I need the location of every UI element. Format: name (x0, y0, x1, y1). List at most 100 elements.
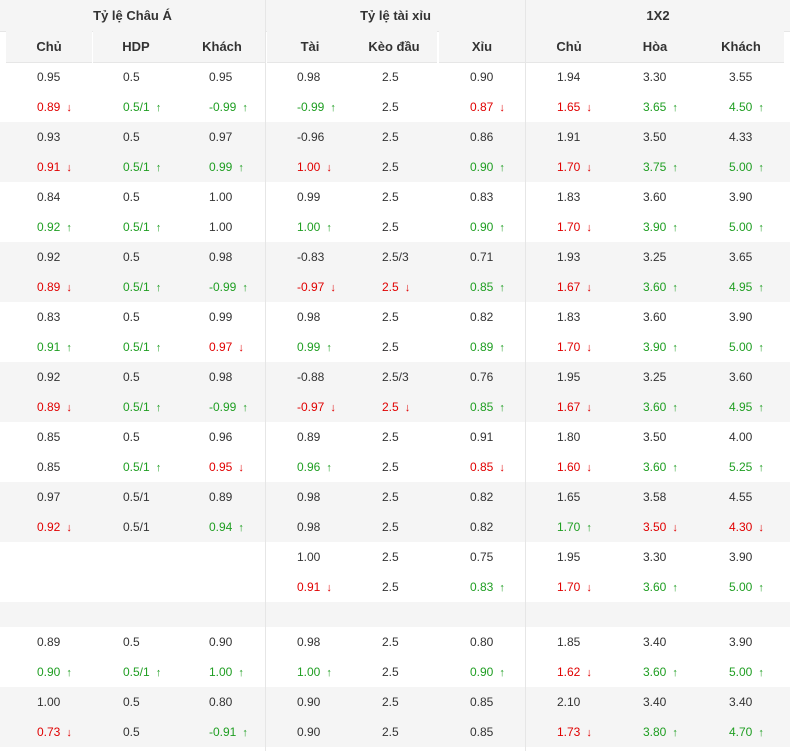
odds-cell: 2.5 (382, 182, 399, 212)
arrow-up-icon: ↑ (499, 222, 505, 234)
odds-value: 0.5/1 (123, 100, 150, 114)
opening-odds-line: 0.95 0.5 0.95 0.98 2.5 0.90 1.94 3.30 3.55 (0, 62, 790, 92)
arrow-up-icon: ↑ (155, 102, 162, 114)
arrow-up-icon: ↑ (672, 667, 678, 679)
odds-row-block: 0.95 0.5 0.95 0.98 2.5 0.90 1.94 3.30 3.55 0.89 ↓ 0… (0, 62, 790, 122)
odds-cell: 2.5 (382, 627, 399, 657)
arrow-down-icon: ↓ (586, 342, 592, 354)
live-odds-line: 0.91 ↑ 0.5/1 ↑ 0.97 ↓ 0.99 ↑ 2.5 0.89 ↑ 1.70 ↓ 3.90 ↑ 5… (0, 332, 790, 362)
odds-value: 4.00 (729, 430, 753, 444)
odds-value: 2.10 (557, 695, 581, 709)
odds-cell: 3.58 (643, 482, 666, 512)
odds-value: 3.40 (729, 695, 753, 709)
odds-value: 4.33 (729, 130, 753, 144)
odds-value: 3.40 (643, 635, 667, 649)
odds-cell: 1.00 (209, 182, 232, 212)
odds-value: 2.5 (382, 550, 399, 564)
odds-cell: 0.73 ↓ (37, 717, 72, 747)
column-header-4: Kèo đầu (351, 31, 437, 63)
odds-value: 3.60 (643, 580, 667, 594)
arrow-up-icon: ↑ (66, 667, 72, 679)
odds-value: 0.85 (470, 280, 494, 294)
odds-cell: 4.95 ↑ (729, 272, 764, 302)
odds-value: 3.65 (643, 100, 667, 114)
odds-cell: 0.97 ↓ (209, 332, 244, 362)
odds-value: 2.5 (382, 280, 399, 294)
odds-cell: 3.75 ↑ (643, 152, 678, 182)
odds-value: 1.65 (557, 100, 581, 114)
odds-cell: 0.99 ↑ (209, 152, 244, 182)
arrow-down-icon: ↓ (586, 162, 592, 174)
odds-cell: 2.5/3 (382, 242, 409, 272)
odds-value: 0.5 (123, 430, 140, 444)
odds-cell: 3.40 (643, 687, 666, 717)
odds-value: 0.96 (209, 430, 233, 444)
arrow-up-icon: ↑ (672, 342, 678, 354)
odds-cell: 3.90 (729, 302, 752, 332)
odds-cell: 0.5/1 (123, 482, 150, 512)
odds-cell: 5.00 ↑ (729, 332, 764, 362)
odds-value: 0.85 (37, 430, 61, 444)
column-group-divider (525, 0, 526, 751)
odds-value: 1.70 (557, 580, 581, 594)
odds-value: 3.60 (643, 280, 667, 294)
odds-cell: 0.5/1 ↑ (123, 212, 161, 242)
arrow-down-icon: ↓ (586, 727, 592, 739)
odds-cell: 0.5 (123, 687, 140, 717)
opening-odds-line: 0.83 0.5 0.99 0.98 2.5 0.82 1.83 3.60 3.90 (0, 302, 790, 332)
odds-value: 0.90 (470, 220, 494, 234)
odds-value: 0.83 (37, 310, 61, 324)
odds-cell: 0.5/1 ↑ (123, 332, 161, 362)
odds-cell: 0.92 (37, 242, 60, 272)
odds-value: 3.30 (643, 550, 667, 564)
odds-cell: 4.55 (729, 482, 752, 512)
odds-cell: 1.00 ↑ (297, 657, 332, 687)
arrow-up-icon: ↑ (238, 667, 244, 679)
odds-value: 2.5 (382, 340, 399, 354)
live-odds-line: 0.85 0.5/1 ↑ 0.95 ↓ 0.96 ↑ 2.5 0.85 ↓ 1.60 ↓ 3.60 ↑ 5.… (0, 452, 790, 482)
odds-cell: 0.98 (297, 512, 320, 542)
odds-value: 0.91 (37, 160, 61, 174)
odds-cell: 2.5 (382, 332, 399, 362)
odds-value: 4.95 (729, 400, 753, 414)
odds-value: 2.5 (382, 130, 399, 144)
arrow-down-icon: ↓ (330, 402, 336, 414)
odds-value: 0.5/1 (123, 160, 150, 174)
odds-value: 1.95 (557, 550, 581, 564)
arrow-up-icon: ↑ (499, 342, 505, 354)
odds-cell: 0.82 (470, 512, 493, 542)
odds-cell: 0.98 (297, 302, 320, 332)
odds-cell: -0.96 (297, 122, 324, 152)
odds-value: 2.5 (382, 400, 399, 414)
odds-value: 0.85 (470, 695, 494, 709)
odds-value: 0.5 (123, 635, 140, 649)
odds-cell: 0.95 (37, 62, 60, 92)
odds-value: 4.70 (729, 725, 753, 739)
odds-cell: 0.84 (37, 182, 60, 212)
odds-cell: 1.83 (557, 182, 580, 212)
arrow-up-icon: ↑ (758, 727, 764, 739)
odds-cell: 3.40 (643, 627, 666, 657)
opening-odds-line: 1.00 0.5 0.80 0.90 2.5 0.85 2.10 3.40 3.40 (0, 687, 790, 717)
odds-value: 1.70 (557, 340, 581, 354)
odds-cell: 3.60 (643, 182, 666, 212)
arrow-down-icon: ↓ (586, 402, 592, 414)
arrow-up-icon: ↑ (326, 222, 332, 234)
arrow-up-icon: ↑ (326, 462, 332, 474)
odds-cell: 0.89 ↓ (37, 392, 72, 422)
odds-value: 0.5 (123, 190, 140, 204)
odds-value: 0.83 (470, 580, 494, 594)
odds-cell: 0.98 (297, 62, 320, 92)
odds-cell: 0.95 (209, 62, 232, 92)
odds-cell: 0.5 (123, 627, 140, 657)
odds-cell: -0.97 ↓ (297, 272, 336, 302)
odds-value: 3.75 (643, 160, 667, 174)
odds-row-block: 0.85 0.5 0.96 0.89 2.5 0.91 1.80 3.50 4.00 0.85 0.… (0, 422, 790, 482)
odds-value: 0.5 (123, 250, 140, 264)
odds-cell: 0.99 (297, 182, 320, 212)
opening-odds-line: 0.97 0.5/1 0.89 0.98 2.5 0.82 1.65 3.58 4.55 (0, 482, 790, 512)
odds-value: 0.90 (470, 70, 494, 84)
arrow-up-icon: ↑ (758, 282, 764, 294)
odds-value: 0.85 (37, 460, 61, 474)
odds-cell: 0.76 (470, 362, 493, 392)
